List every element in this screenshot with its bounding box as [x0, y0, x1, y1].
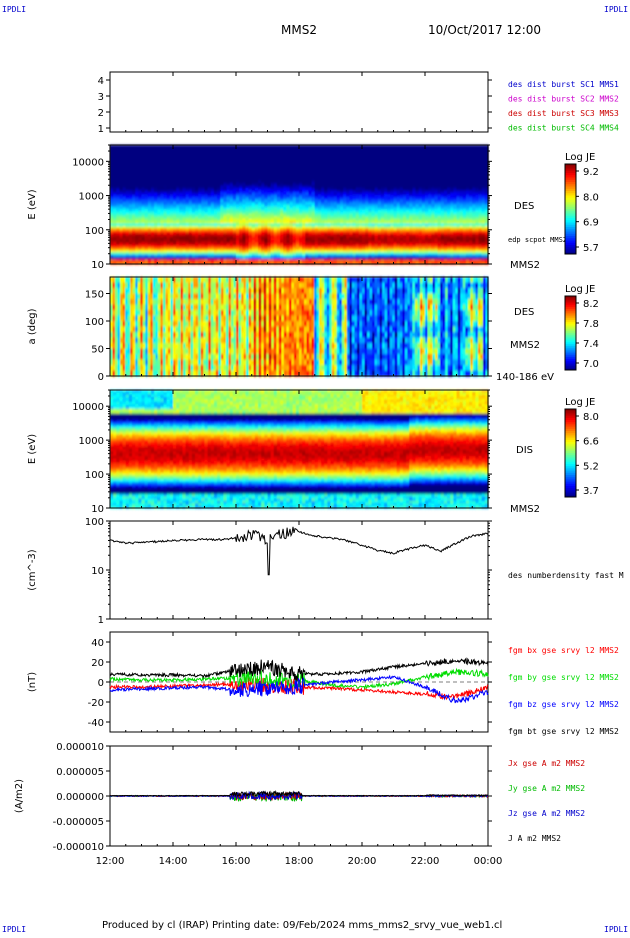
- corner-label-top-left: IPDLI: [2, 5, 26, 14]
- legend: des dist burst SC1 MMS1 des dist burst SC…: [508, 80, 619, 133]
- spectrogram-image: [110, 145, 489, 265]
- legend-entry: des dist burst SC3 MMS3: [508, 109, 619, 118]
- legend-entry: des dist burst SC4 MMS4: [508, 124, 619, 133]
- y-tick-label: 1: [98, 124, 104, 135]
- panel-frame: [110, 72, 488, 132]
- y-tick-label: 2: [98, 108, 104, 119]
- plot-datetime: 10/Oct/2017 12:00: [428, 23, 541, 37]
- legend-entry: des dist burst SC1 MMS1: [508, 80, 619, 89]
- plot-title: MMS2: [281, 23, 317, 37]
- corner-label-top-right: IPDLI: [604, 5, 628, 14]
- y-tick-label: 3: [98, 92, 104, 103]
- y-tick-label: 4: [98, 76, 104, 87]
- legend-entry: des dist burst SC2 MMS2: [508, 95, 619, 104]
